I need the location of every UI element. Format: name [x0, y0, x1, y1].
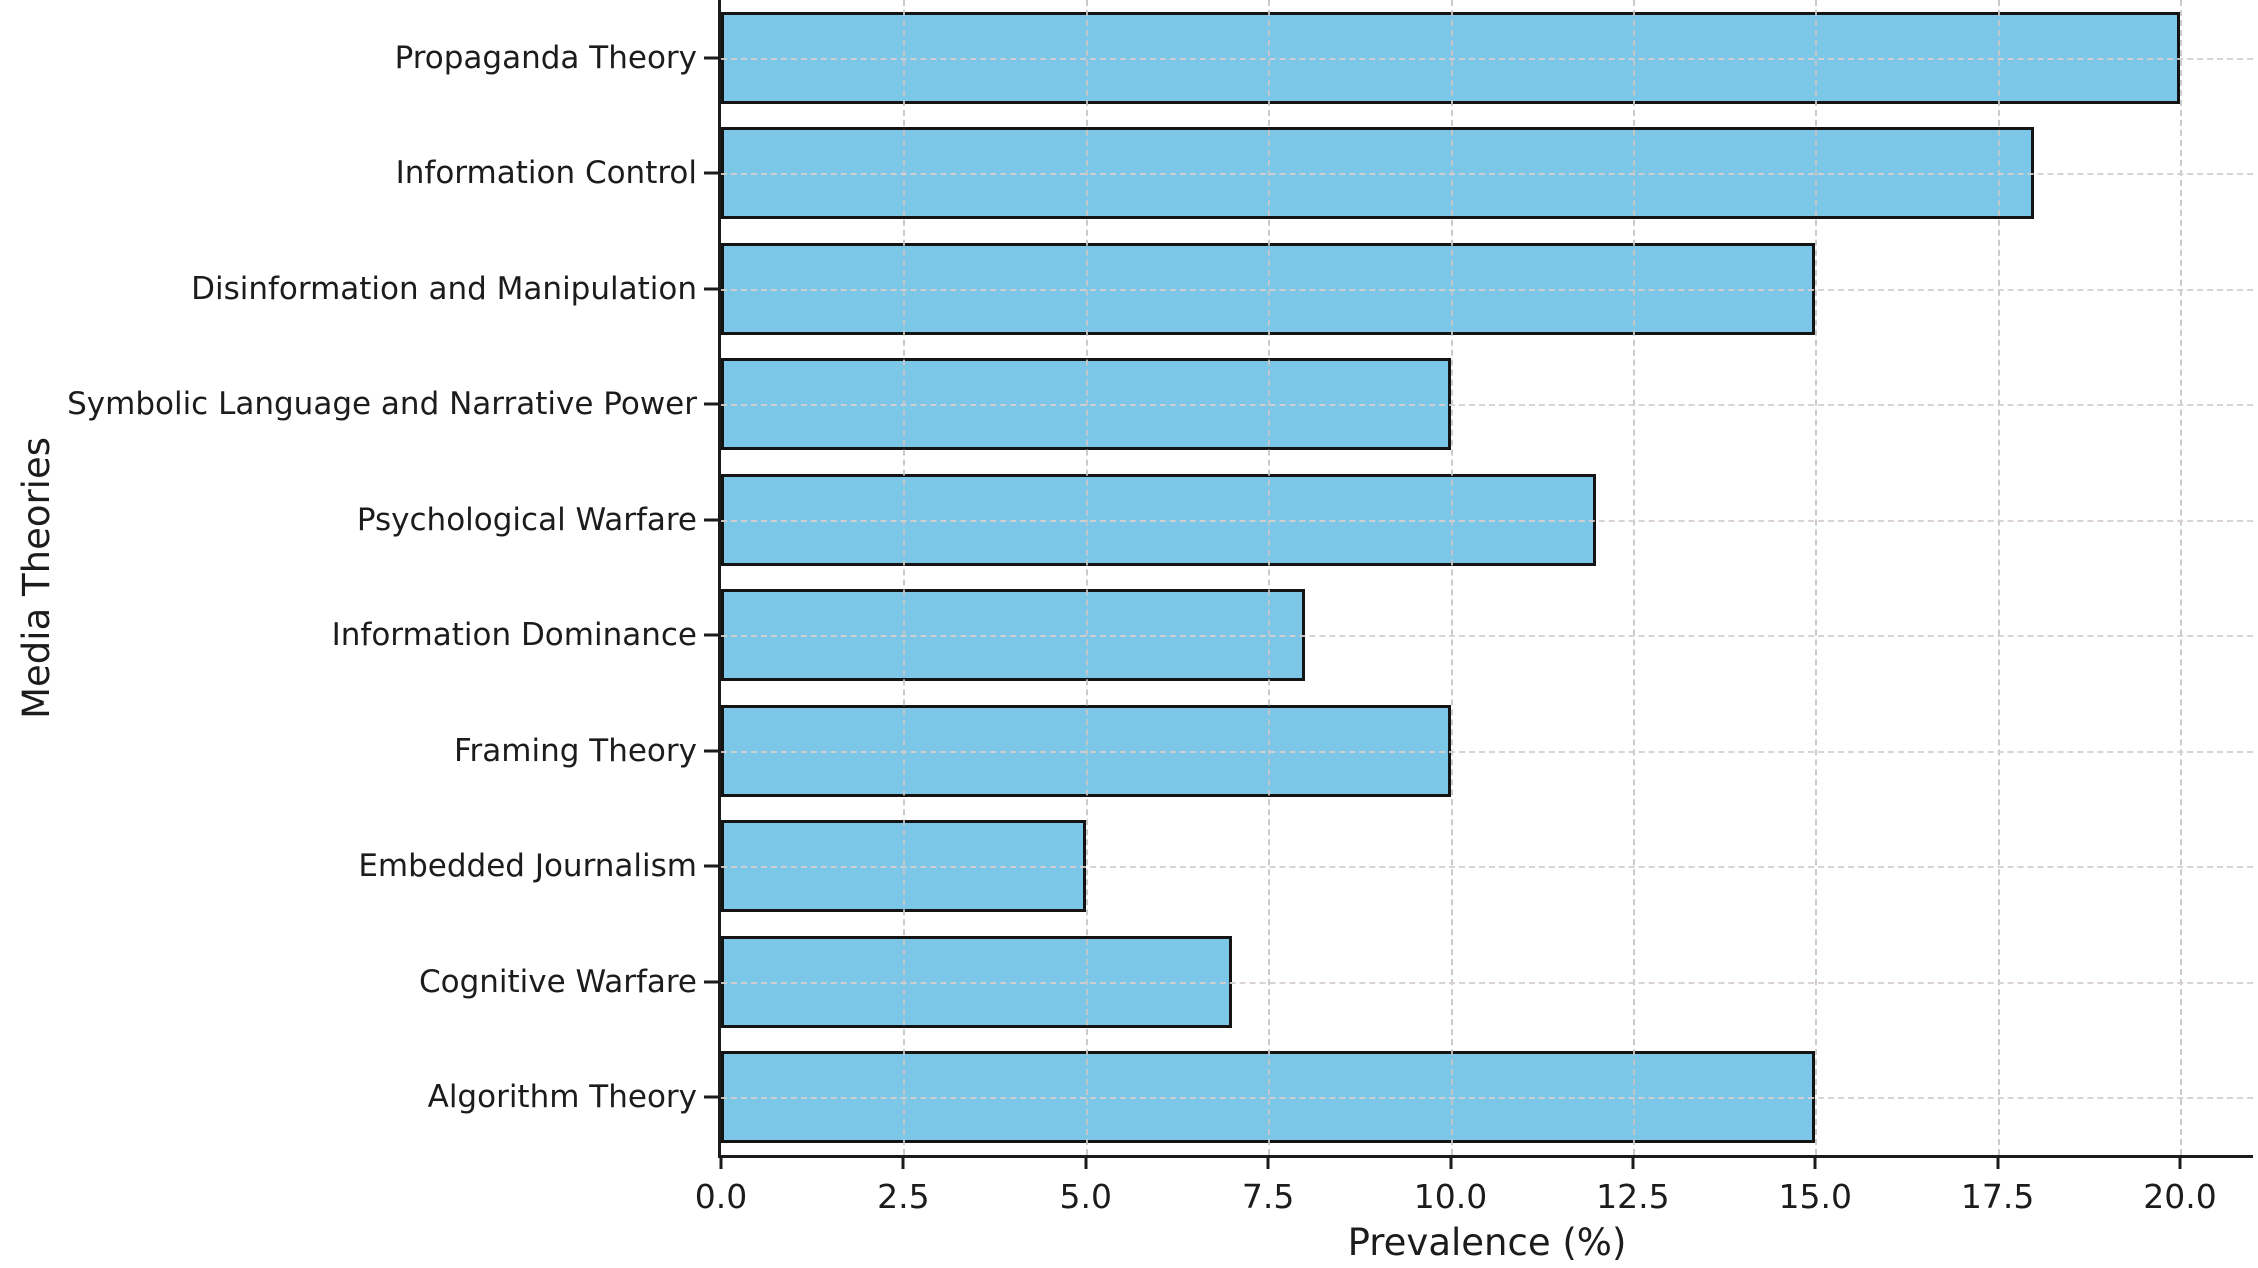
- x-tick-mark-15: [1813, 1155, 1817, 1169]
- y-tick-mark-symbolic-language-and-narrative-power: [704, 402, 718, 406]
- bottom-spine: [718, 1155, 2253, 1158]
- y-gridline-information-control: [721, 173, 2253, 176]
- x-gridline-15: [1815, 0, 1818, 1155]
- x-axis-title: Prevalence (%): [1347, 1221, 1627, 1264]
- x-tick-label-2.5: 2.5: [877, 1177, 930, 1216]
- y-tick-mark-information-dominance: [704, 633, 718, 637]
- category-label-embedded-journalism: Embedded Journalism: [358, 848, 697, 885]
- x-tick-label-12.5: 12.5: [1596, 1177, 1670, 1216]
- category-label-cognitive-warfare: Cognitive Warfare: [418, 963, 697, 1000]
- x-tick-label-7.5: 7.5: [1241, 1177, 1295, 1216]
- category-label-symbolic-language-and-narrative-power: Symbolic Language and Narrative Power: [67, 386, 697, 423]
- x-gridline-5: [1085, 0, 1088, 1155]
- category-label-algorithm-theory: Algorithm Theory: [427, 1079, 697, 1116]
- x-tick-label-17.5: 17.5: [1960, 1177, 2035, 1216]
- x-tick-mark-12.5: [1631, 1155, 1635, 1169]
- x-tick-mark-17.5: [1996, 1155, 2000, 1169]
- y-gridline-information-dominance: [721, 635, 2253, 638]
- y-tick-mark-embedded-journalism: [704, 864, 718, 868]
- y-tick-mark-psychological-warfare: [704, 518, 718, 522]
- y-tick-mark-information-control: [704, 171, 718, 175]
- x-tick-label-15: 15.0: [1778, 1177, 1853, 1216]
- category-label-propaganda-theory: Propaganda Theory: [394, 39, 697, 76]
- y-axis-title: Media Theories: [14, 436, 58, 719]
- category-label-framing-theory: Framing Theory: [453, 732, 697, 769]
- y-axis-title-wrap: Media Theories: [6, 0, 66, 1155]
- x-gridline-2.5: [903, 0, 906, 1155]
- category-label-disinformation-and-manipulation: Disinformation and Manipulation: [191, 270, 697, 307]
- y-gridline-propaganda-theory: [721, 57, 2253, 60]
- y-gridline-psychological-warfare: [721, 519, 2253, 522]
- y-tick-mark-propaganda-theory: [704, 56, 718, 60]
- x-tick-mark-0: [719, 1155, 723, 1169]
- x-gridline-10: [1450, 0, 1453, 1155]
- y-gridline-framing-theory: [721, 750, 2253, 753]
- x-tick-label-10: 10.0: [1413, 1177, 1488, 1216]
- y-gridline-cognitive-warfare: [721, 981, 2253, 984]
- x-tick-label-5: 5.0: [1059, 1177, 1112, 1216]
- plot-area: Propaganda Theory Information Control Disi…: [67, 0, 2253, 1158]
- x-tick-label-20: 20.0: [2143, 1177, 2217, 1216]
- x-tick-mark-5: [1084, 1155, 1088, 1169]
- y-tick-mark-algorithm-theory: [704, 1095, 718, 1099]
- y-gridline-algorithm-theory: [721, 1097, 2253, 1100]
- x-tick-mark-2.5: [901, 1155, 905, 1169]
- y-tick-mark-disinformation-and-manipulation: [704, 287, 718, 291]
- category-label-psychological-warfare: Psychological Warfare: [356, 501, 697, 538]
- x-tick-label-0: 0.0: [694, 1177, 748, 1216]
- x-tick-mark-7.5: [1266, 1155, 1270, 1169]
- x-axis: Prevalence (%) 0.0 2.5 5.0 7.5 10.0 12.5 15.0 1…: [695, 1155, 2253, 1268]
- y-tick-mark-cognitive-warfare: [704, 980, 718, 984]
- x-gridline-20: [2180, 0, 2183, 1155]
- x-gridline-17.5: [1997, 0, 2000, 1155]
- y-gridline-symbolic-language-and-narrative-power: [721, 404, 2253, 407]
- y-tick-mark-framing-theory: [704, 749, 718, 753]
- x-gridline-12.5: [1632, 0, 1635, 1155]
- y-gridline-embedded-journalism: [721, 866, 2253, 869]
- y-gridline-disinformation-and-manipulation: [721, 288, 2253, 291]
- category-label-information-dominance: Information Dominance: [331, 617, 697, 654]
- x-tick-mark-10: [1449, 1155, 1453, 1169]
- left-spine: [718, 0, 721, 1155]
- x-tick-mark-20: [2178, 1155, 2182, 1169]
- x-gridline-7.5: [1268, 0, 1271, 1155]
- category-label-information-control: Information Control: [395, 155, 697, 192]
